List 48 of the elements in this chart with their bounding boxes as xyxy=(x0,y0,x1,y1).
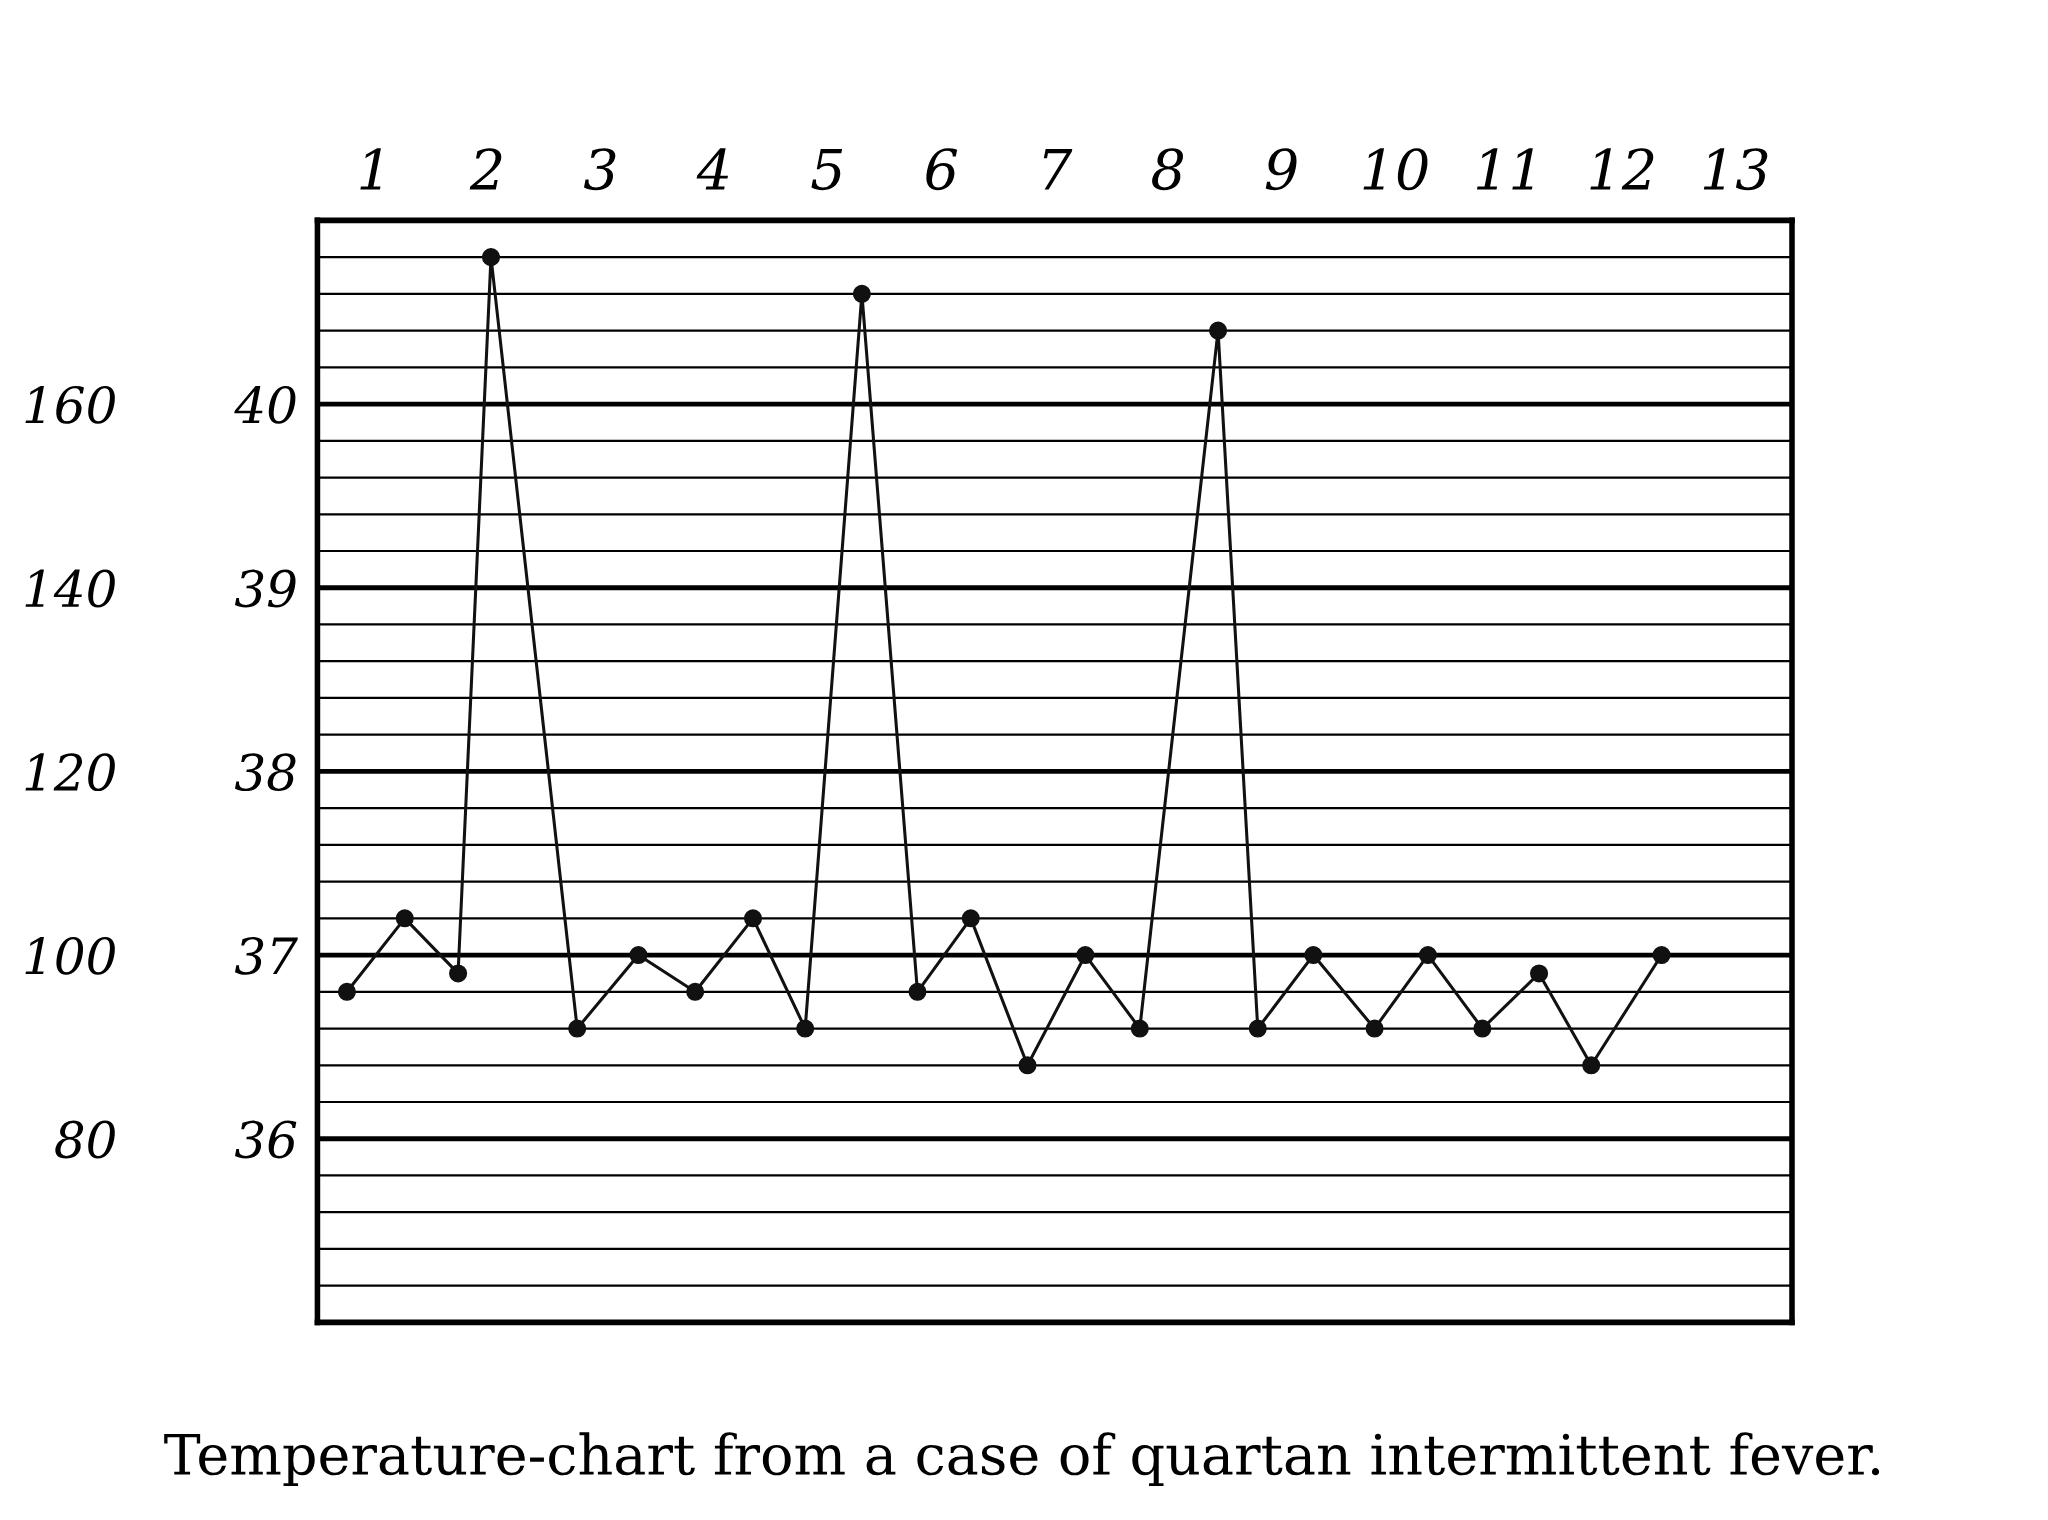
y-tick-label: 39 xyxy=(234,569,296,608)
point xyxy=(908,982,927,1001)
y2-tick-label: 120 xyxy=(25,753,115,792)
point xyxy=(629,946,648,965)
point xyxy=(961,909,980,928)
y2-tick-label: 80 xyxy=(55,1120,115,1159)
point xyxy=(568,1019,587,1038)
x-tick-label: 1 xyxy=(360,148,381,190)
x-tick-label: 9 xyxy=(1265,148,1297,191)
point xyxy=(1530,964,1549,983)
x-tick-label: 13 xyxy=(1703,148,1768,191)
y2-tick-label: 160 xyxy=(25,385,115,424)
x-tick-label: 10 xyxy=(1363,148,1428,191)
point xyxy=(1365,1019,1384,1038)
y-tick-label: 36 xyxy=(234,1120,297,1159)
point xyxy=(743,909,763,928)
point xyxy=(852,284,871,303)
y2-tick-label: 100 xyxy=(25,936,115,975)
y2-tick-label: 140 xyxy=(25,569,115,608)
x-tick-label: 3 xyxy=(584,148,616,191)
point xyxy=(395,909,414,928)
point xyxy=(686,982,705,1001)
y-tick-label: 40 xyxy=(234,385,296,424)
point xyxy=(481,248,501,267)
point xyxy=(796,1019,815,1038)
point xyxy=(337,982,356,1001)
x-tick-label: 5 xyxy=(811,148,843,191)
x-tick-label: 8 xyxy=(1152,148,1184,191)
point xyxy=(1076,946,1095,965)
point xyxy=(449,964,468,983)
x-tick-label: 12 xyxy=(1590,148,1654,190)
x-tick-label: 4 xyxy=(696,148,729,190)
text: Temperature-chart from a case of quartan intermittent fever. xyxy=(164,1432,1880,1487)
point xyxy=(1418,946,1437,965)
x-tick-label: 2 xyxy=(469,148,502,190)
point xyxy=(1209,321,1228,340)
point xyxy=(1304,946,1323,965)
point xyxy=(1582,1056,1601,1075)
point xyxy=(1248,1019,1267,1038)
x-tick-label: 6 xyxy=(926,148,958,191)
y-tick-label: 38 xyxy=(234,753,296,792)
point xyxy=(1130,1019,1149,1038)
x-tick-label: 11 xyxy=(1476,148,1533,190)
y-tick-label: 37 xyxy=(234,936,298,975)
point xyxy=(1652,946,1671,965)
point xyxy=(1018,1056,1037,1075)
x-tick-label: 7 xyxy=(1043,148,1073,190)
point xyxy=(1473,1019,1492,1038)
